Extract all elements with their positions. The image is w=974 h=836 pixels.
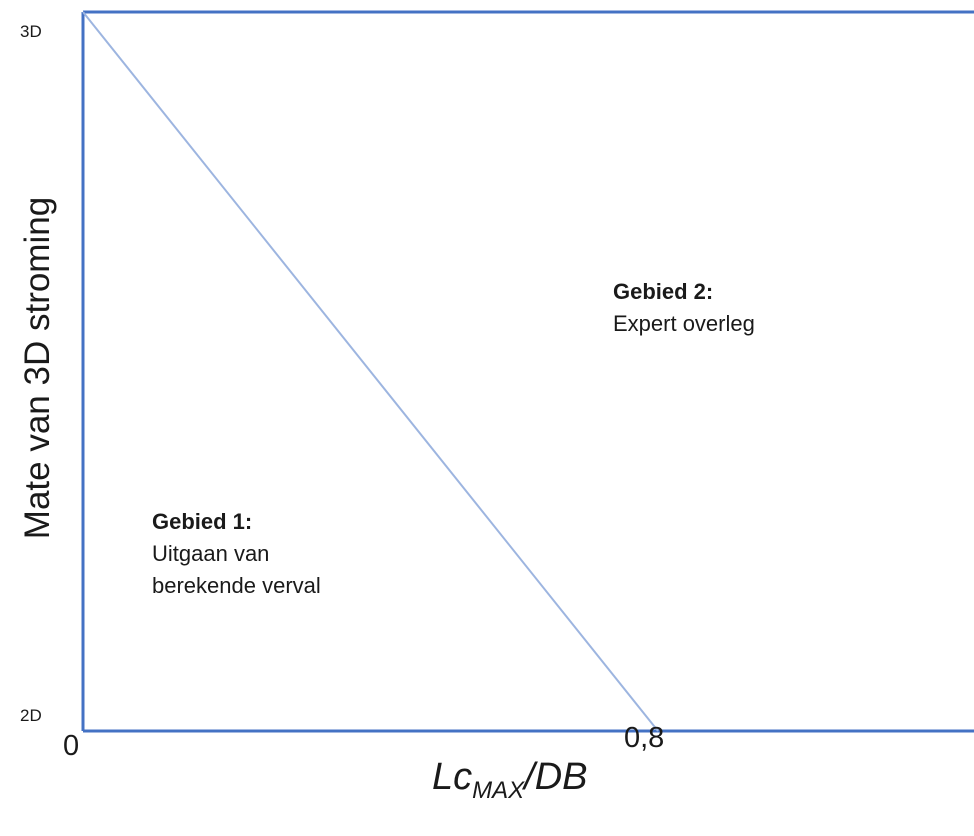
- x-axis-label-base: Lc: [432, 756, 473, 798]
- x-tick-label-0: 0: [63, 730, 80, 762]
- plot-frame: [81, 10, 974, 733]
- region-2-title: Gebied 2:: [613, 279, 714, 304]
- y-axis-label: Mate van 3D stroming: [18, 196, 57, 540]
- region-1-annotation: Gebied 1: Uitgaan van berekende verval: [152, 506, 321, 602]
- region-1-title: Gebied 1:: [152, 509, 253, 534]
- y-tick-label-2d: 2D: [20, 706, 42, 725]
- x-tick-label-0-8: 0,8: [624, 722, 665, 754]
- boundary-line: [82, 11, 659, 732]
- x-axis-label: LcMAX/DB: [432, 756, 588, 805]
- region-1-line-1: Uitgaan van: [152, 541, 270, 566]
- y-tick-label-3d: 3D: [20, 22, 42, 41]
- region-2-annotation: Gebied 2: Expert overleg: [613, 276, 755, 340]
- region-1-line-2: berekende verval: [152, 573, 321, 598]
- boundary-line-group: [82, 11, 659, 732]
- x-axis-label-suffix: /DB: [524, 756, 588, 798]
- x-axis-label-subscript: MAX: [472, 777, 525, 804]
- region-2-line-1: Expert overleg: [613, 311, 755, 336]
